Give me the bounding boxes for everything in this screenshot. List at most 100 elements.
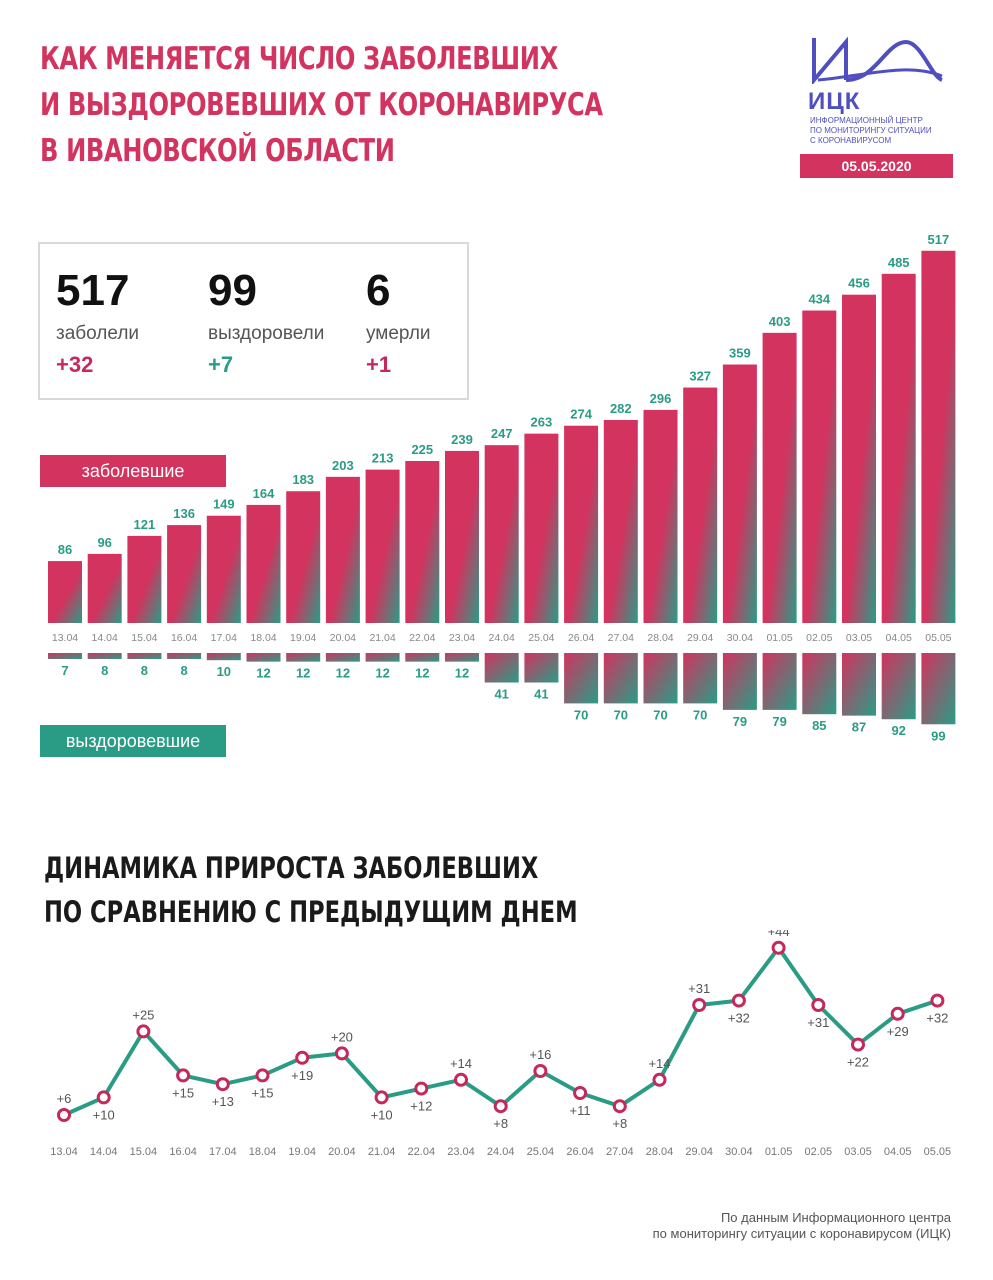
infected-value-label: 263 <box>531 415 553 430</box>
growth-value-label: +8 <box>493 1116 508 1131</box>
recovered-value-label: 12 <box>256 666 270 681</box>
recovered-value-label: 12 <box>415 666 429 681</box>
date-tick-label: 26.04 <box>568 632 594 644</box>
recovered-value-label: 8 <box>141 663 148 678</box>
growth-value-label: +16 <box>529 1047 551 1062</box>
date-tick-label: 22.04 <box>408 1146 436 1158</box>
growth-point <box>454 1072 468 1087</box>
recovered-bar <box>48 653 82 659</box>
infected-bar <box>842 294 876 623</box>
date-tick-label: 15.04 <box>130 1146 158 1158</box>
growth-value-label: +31 <box>688 981 710 996</box>
date-tick-label: 03.05 <box>844 1146 872 1158</box>
growth-value-label: +19 <box>291 1068 313 1083</box>
growth-value-label: +32 <box>728 1011 750 1026</box>
date-tick-label: 18.04 <box>249 1146 277 1158</box>
stat-label: умерли <box>366 323 431 344</box>
growth-value-label: +14 <box>450 1056 472 1071</box>
recovered-bar <box>842 653 876 716</box>
recovered-value-label: 79 <box>733 714 747 729</box>
report-date: 05.05.2020 <box>800 154 953 178</box>
date-tick-label: 23.04 <box>449 632 475 644</box>
stat-label: выздоровели <box>208 323 325 344</box>
infected-bar <box>484 445 519 623</box>
infected-value-label: 121 <box>134 517 156 532</box>
growth-point <box>811 998 826 1012</box>
recovered-bar <box>603 653 638 704</box>
date-tick-label: 04.05 <box>884 1146 912 1158</box>
infected-bar <box>683 387 718 623</box>
growth-point <box>414 1081 429 1096</box>
date-tick-label: 02.05 <box>805 1146 833 1158</box>
recovered-bar <box>802 653 837 715</box>
growth-point <box>57 1108 71 1122</box>
infected-value-label: 485 <box>888 255 910 270</box>
date-tick-label: 30.04 <box>727 632 753 644</box>
title-line: И ВЫЗДОРОВЕВШИХ ОТ КОРОНАВИРУСА <box>40 87 603 123</box>
recovered-value-label: 7 <box>61 663 68 678</box>
infected-value-label: 247 <box>491 426 513 441</box>
recovered-bar <box>921 653 956 725</box>
section-title-line: ДИНАМИКА ПРИРОСТА ЗАБОЛЕВШИХ <box>44 851 539 885</box>
recovered-bar <box>365 653 400 662</box>
infected-bar <box>722 364 757 623</box>
date-tick-label: 01.05 <box>766 632 792 644</box>
recovered-bar <box>325 653 360 662</box>
infected-bar <box>48 561 82 623</box>
growth-point <box>930 993 945 1008</box>
growth-point <box>771 940 786 955</box>
recovered-bar <box>405 653 440 662</box>
date-tick-label: 14.04 <box>92 632 118 644</box>
legend-recovered: выздоровевшие <box>40 725 226 757</box>
date-tick-label: 13.04 <box>50 1146 78 1158</box>
date-tick-label: 21.04 <box>369 632 395 644</box>
infected-value-label: 517 <box>928 232 950 247</box>
growth-point <box>533 1064 548 1078</box>
date-tick-label: 28.04 <box>647 632 673 644</box>
infected-value-label: 183 <box>292 472 314 487</box>
date-tick-label: 03.05 <box>846 632 872 644</box>
growth-value-label: +31 <box>807 1015 829 1030</box>
recovered-bar <box>87 653 122 659</box>
date-tick-label: 02.05 <box>806 632 832 644</box>
recovered-value-label: 79 <box>772 714 786 729</box>
growth-point <box>731 993 746 1008</box>
infected-bar <box>286 491 321 623</box>
growth-point <box>255 1068 270 1083</box>
recovered-bar <box>762 653 797 710</box>
page-title: КАК МЕНЯЕТСЯ ЧИСЛО ЗАБОЛЕВШИХ И ВЫЗДОРОВ… <box>40 36 603 174</box>
infected-value-label: 282 <box>610 401 632 416</box>
legend-infected: заболевшие <box>40 455 226 487</box>
stat-delta: +32 <box>56 352 94 377</box>
growth-line <box>63 945 939 1117</box>
date-tick-label: 17.04 <box>209 1146 237 1158</box>
stat-recovered: 99 выздоровели +7 <box>208 266 324 378</box>
infected-value-label: 213 <box>372 451 394 466</box>
infected-bar <box>127 535 162 623</box>
recovered-bar <box>445 653 479 662</box>
infected-bar <box>762 332 797 623</box>
infected-bar <box>921 250 956 623</box>
recovered-value-label: 8 <box>180 663 187 678</box>
date-tick-label: 17.04 <box>211 632 237 644</box>
infected-bar <box>643 409 678 623</box>
recovered-value-label: 70 <box>693 707 707 722</box>
growth-point <box>692 998 707 1012</box>
date-tick-label: 25.04 <box>528 632 554 644</box>
infected-value-label: 149 <box>213 497 235 512</box>
growth-value-label: +22 <box>847 1055 869 1070</box>
recovered-bar <box>564 653 599 704</box>
infected-value-label: 225 <box>411 442 433 457</box>
recovered-value-label: 92 <box>891 723 905 738</box>
source-line: По данным Информационного центра <box>720 1210 951 1225</box>
infected-value-label: 403 <box>769 314 791 329</box>
daily-growth-line-chart: +6 13.04 +10 14.04 +25 15.04 +15 16.04 +13 17.04 +… <box>50 930 951 1158</box>
recovered-value-label: 12 <box>455 666 469 681</box>
recovered-bar <box>484 653 519 683</box>
growth-value-label: +11 <box>570 1103 591 1118</box>
date-tick-label: 29.04 <box>687 632 713 644</box>
logo-desc-line: ПО МОНИТОРИНГУ СИТУАЦИИ <box>810 126 932 135</box>
logo-abbr: ИЦК <box>808 88 861 115</box>
infected-bar <box>802 310 837 623</box>
growth-value-label: +44 <box>768 930 790 939</box>
